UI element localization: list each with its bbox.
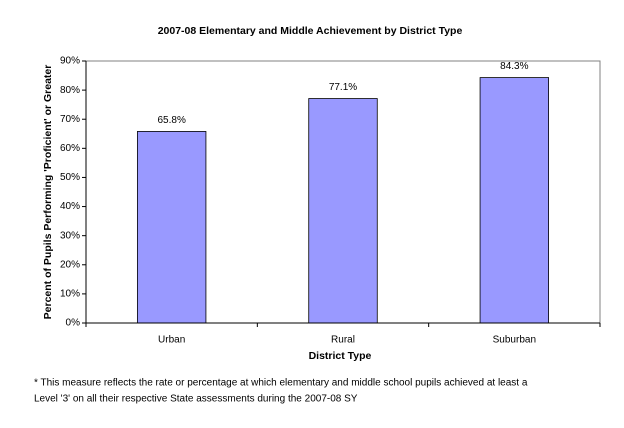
bar [479, 77, 550, 324]
data-label: 65.8% [157, 115, 185, 126]
y-tick-label: 20% [60, 259, 80, 270]
y-tick-label: 0% [66, 318, 81, 329]
x-tick-label: Rural [331, 335, 355, 346]
y-axis-label: Percent of Pupils Performing 'Proficient… [42, 65, 54, 320]
y-tick-label: 80% [60, 85, 80, 96]
bar [308, 98, 378, 324]
y-tick-label: 70% [60, 114, 80, 125]
data-label: 84.3% [500, 61, 528, 72]
footnote: * This measure reflects the rate or perc… [34, 378, 528, 389]
y-tick-label: 60% [60, 143, 80, 154]
y-tick-label: 90% [60, 56, 80, 67]
y-tick-label: 10% [60, 289, 80, 300]
y-tick-label: 30% [60, 230, 80, 241]
footnote: Level '3' on all their respective State … [34, 394, 358, 405]
chart-title: 2007-08 Elementary and Middle Achievemen… [158, 25, 463, 37]
x-tick-label: Suburban [493, 335, 536, 346]
y-tick-label: 40% [60, 201, 80, 212]
data-label: 77.1% [329, 82, 357, 93]
x-tick-label: Urban [158, 335, 185, 346]
y-tick-label: 50% [60, 172, 80, 183]
x-axis-label: District Type [309, 350, 372, 362]
bar [136, 131, 207, 324]
